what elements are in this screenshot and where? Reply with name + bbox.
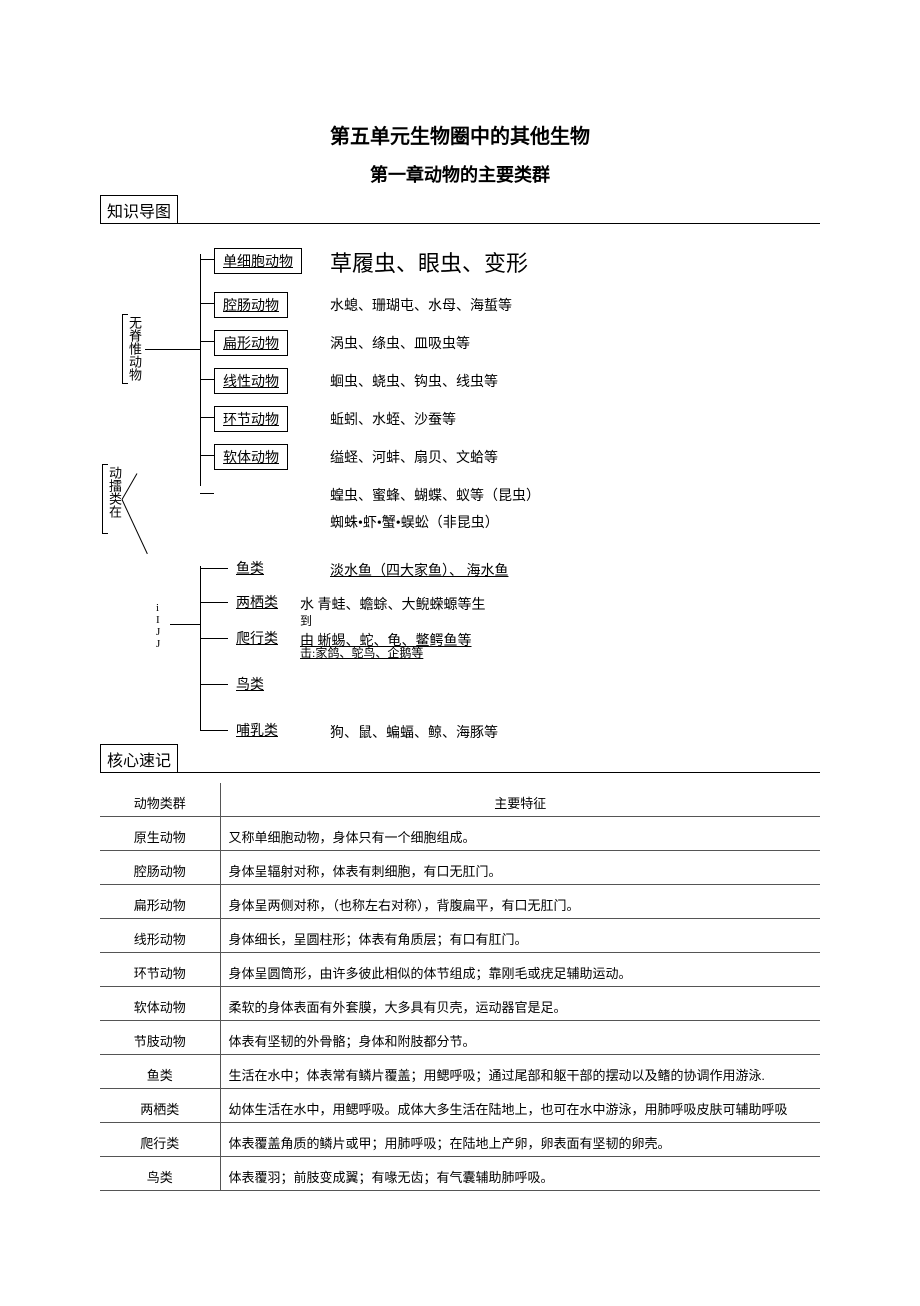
tree-hline	[200, 455, 214, 456]
table-row: 腔肠动物身体呈辐射对称，体表有刺细胞，有口无肛门。	[100, 851, 820, 885]
connector	[122, 473, 138, 499]
connector	[122, 499, 148, 554]
examples-text: 蝗虫、蜜蜂、蝴蝶、蚁等（昆虫）	[330, 485, 540, 505]
category-node: 环节动物	[214, 406, 288, 432]
examples-text: 水 青蛙、蟾蜍、大鲵蝾螈等生	[300, 594, 486, 614]
group-cell: 鱼类	[100, 1055, 220, 1089]
group-cell: 原生动物	[100, 817, 220, 851]
root-label: 动擂类在	[108, 466, 121, 518]
examples-text: 水螅、珊瑚屯、水母、海蜇等	[330, 295, 512, 315]
group-cell: 鸟类	[100, 1157, 220, 1191]
feature-cell: 身体细长，呈圆柱形；体表有角质层；有口有肛门。	[220, 919, 820, 953]
group-cell: 线形动物	[100, 919, 220, 953]
group-cell: 扁形动物	[100, 885, 220, 919]
tree-hline	[200, 341, 214, 342]
feature-cell: 生活在水中；体表常有鳞片覆盖；用鳃呼吸；通过尾部和躯干部的摆动以及鳍的协调作用游…	[220, 1055, 820, 1089]
table-row: 线形动物身体细长，呈圆柱形；体表有角质层；有口有肛门。	[100, 919, 820, 953]
table-header-row: 动物类群 主要特征	[100, 783, 820, 817]
category-node: 两栖类	[232, 592, 282, 612]
feature-cell: 身体呈圆筒形，由许多彼此相似的体节组成；靠刚毛或疣足辅助运动。	[220, 953, 820, 987]
feature-cell: 体表覆羽；前肢变成翼；有喙无齿；有气囊辅助肺呼吸。	[220, 1157, 820, 1191]
examples-text: 蛔虫、蛲虫、钩虫、线虫等	[330, 371, 498, 391]
examples-text: 狗、鼠、蝙蝠、鲸、海豚等	[330, 722, 498, 742]
header-cell-feature: 主要特征	[220, 783, 820, 817]
category-node: 哺乳类	[232, 720, 282, 740]
diagram-section-header: 知识导图	[100, 195, 178, 224]
feature-cell: 又称单细胞动物，身体只有一个细胞组成。	[220, 817, 820, 851]
group-cell: 环节动物	[100, 953, 220, 987]
category-node: 线性动物	[214, 368, 288, 394]
header-cell-group: 动物类群	[100, 783, 220, 817]
tree-hline	[200, 684, 228, 685]
tree-hline	[200, 379, 214, 380]
table-row: 软体动物柔软的身体表面有外套膜，大多具有贝壳，运动器官是足。	[100, 987, 820, 1021]
examples-subtext: 击:家鸽、鸵鸟、企鹅等	[300, 644, 423, 661]
examples-text: 草履虫、眼虫、变形	[330, 246, 528, 278]
category-node: 腔肠动物	[214, 292, 288, 318]
table-row: 两栖类幼体生活在水中，用鳃呼吸。成体大多生活在陆地上，也可在水中游泳，用肺呼吸皮…	[100, 1089, 820, 1123]
invertebrate-label: 无脊惟动物	[128, 316, 141, 381]
section-divider	[100, 223, 820, 224]
arthropod-extra: 蜘蛛•虾•蟹•蜈蚣（非昆虫）	[330, 512, 499, 532]
group-cell: 两栖类	[100, 1089, 220, 1123]
unit-title: 第五单元生物圈中的其他生物	[100, 120, 820, 149]
feature-cell: 体表有坚韧的外骨骼；身体和附肢都分节。	[220, 1021, 820, 1055]
tree-hline	[200, 602, 228, 603]
tree-hline	[200, 417, 214, 418]
table-section-header: 核心速记	[100, 744, 178, 773]
table-section-header-wrap: 核心速记	[100, 744, 820, 773]
feature-cell: 体表覆盖角质的鳞片或甲；用肺呼吸；在陆地上产卵，卵表面有坚韧的卵壳。	[220, 1123, 820, 1157]
tree-hline	[200, 568, 228, 569]
category-node: 鱼类	[232, 558, 268, 578]
tree-hline	[200, 259, 214, 260]
feature-table: 动物类群 主要特征 原生动物又称单细胞动物，身体只有一个细胞组成。腔肠动物身体呈…	[100, 783, 820, 1191]
examples-text: 缢蛏、河蚌、扇贝、文蛤等	[330, 447, 498, 467]
table-row: 扁形动物身体呈两侧对称，（也称左右对称），背腹扁平，有口无肛门。	[100, 885, 820, 919]
tree-hline	[200, 730, 228, 731]
group-cell: 节肢动物	[100, 1021, 220, 1055]
diagram-section-header-wrap: 知识导图	[100, 195, 820, 224]
category-node: 扁形动物	[214, 330, 288, 356]
group-cell: 腔肠动物	[100, 851, 220, 885]
category-node: 单细胞动物	[214, 248, 302, 274]
examples-text: 涡虫、绦虫、皿吸虫等	[330, 333, 470, 353]
feature-cell: 身体呈两侧对称，（也称左右对称），背腹扁平，有口无肛门。	[220, 885, 820, 919]
category-node: 鸟类	[232, 674, 268, 694]
group-cell: 爬行类	[100, 1123, 220, 1157]
feature-cell: 柔软的身体表面有外套膜，大多具有贝壳，运动器官是足。	[220, 987, 820, 1021]
group-cell: 软体动物	[100, 987, 220, 1021]
table-row: 原生动物又称单细胞动物，身体只有一个细胞组成。	[100, 817, 820, 851]
tree-hline	[145, 349, 200, 350]
table-row: 节肢动物体表有坚韧的外骨骼；身体和附肢都分节。	[100, 1021, 820, 1055]
tree-hline-vert	[170, 624, 200, 625]
tree-hline	[200, 638, 228, 639]
tree-hline	[200, 303, 214, 304]
category-node: 爬行类	[232, 628, 282, 648]
feature-cell: 身体呈辐射对称，体表有刺细胞，有口无肛门。	[220, 851, 820, 885]
examples-text: 淡水鱼（四大家鱼）、 海水鱼	[330, 560, 509, 580]
chapter-title: 第一章动物的主要类群	[100, 161, 820, 187]
table-row: 环节动物身体呈圆筒形，由许多彼此相似的体节组成；靠刚毛或疣足辅助运动。	[100, 953, 820, 987]
feature-cell: 幼体生活在水中，用鳃呼吸。成体大多生活在陆地上，也可在水中游泳，用肺呼吸皮肤可辅…	[220, 1089, 820, 1123]
vertebrate-deco: i I J J	[156, 602, 160, 650]
table-row: 鸟类体表覆羽；前肢变成翼；有喙无齿；有气囊辅助肺呼吸。	[100, 1157, 820, 1191]
examples-text: 蚯蚓、水蛭、沙蚕等	[330, 409, 456, 429]
knowledge-diagram: 动擂类在 无脊惟动物 i I J J 单细胞动物 草履虫、眼虫、变形腔肠动物 水螅、…	[100, 234, 820, 744]
examples-subtext: 到	[300, 612, 312, 629]
tree-vline-vert	[200, 566, 201, 731]
tree-vline-invert	[200, 254, 201, 486]
table-row: 鱼类生活在水中；体表常有鳞片覆盖；用鳃呼吸；通过尾部和躯干部的摆动以及鳍的协调作…	[100, 1055, 820, 1089]
category-node: 软体动物	[214, 444, 288, 470]
table-row: 爬行类体表覆盖角质的鳞片或甲；用肺呼吸；在陆地上产卵，卵表面有坚韧的卵壳。	[100, 1123, 820, 1157]
section-divider	[100, 772, 820, 773]
tree-hline	[200, 493, 214, 494]
